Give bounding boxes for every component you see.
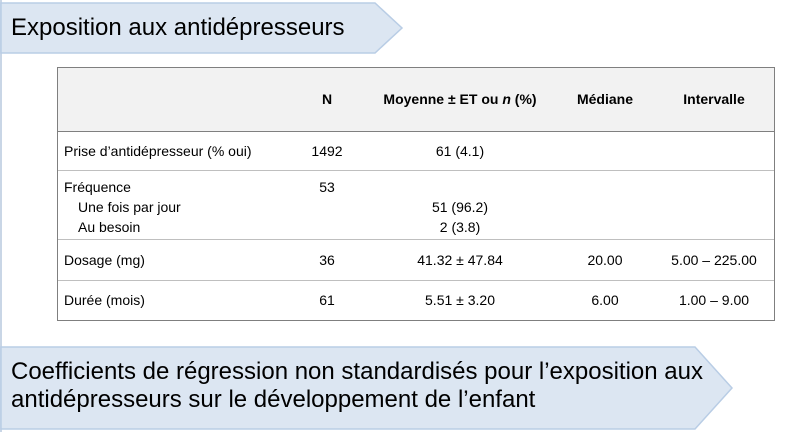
banner-title: Exposition aux antidépresseurs <box>11 14 345 41</box>
sub-mean-as-needed: 2 (3.8) <box>439 218 481 235</box>
sub-mean-daily: 51 (96.2) <box>431 198 489 215</box>
antidepressant-table: N Moyenne ± ET ou n (%) Médiane Interval… <box>57 67 775 321</box>
table-row: Durée (mois) 61 5.51 ± 3.20 6.00 1.00 – … <box>58 280 774 319</box>
banner-line-2: antidépresseurs sur le développement de … <box>11 386 536 413</box>
row-label: Prise d’antidépresseur (% oui) <box>64 142 252 159</box>
cell-n: 36 <box>319 251 335 268</box>
table-row: Dosage (mg) 36 41.32 ± 47.84 20.00 5.00 … <box>58 239 774 280</box>
header-median: Médiane <box>556 68 654 132</box>
sub-label-as-needed: Au besoin <box>78 218 141 235</box>
sub-label-daily: Une fois par jour <box>78 198 181 215</box>
cell-mean: 41.32 ± 47.84 <box>417 251 503 268</box>
section-banner-regression: Coefficients de régression non standardi… <box>0 346 734 430</box>
cell-n: 1492 <box>311 142 343 159</box>
cell-median <box>556 170 654 239</box>
cell-range <box>654 131 774 170</box>
header-mean-sd: Moyenne ± ET ou n (%) <box>364 68 556 132</box>
cell-range: 5.00 – 225.00 <box>671 251 757 268</box>
row-label: Dosage (mg) <box>64 251 145 268</box>
cell-n: 61 <box>319 291 335 308</box>
cell-median <box>556 131 654 170</box>
banner-arrow-shape <box>0 2 404 54</box>
cell-n: 53 <box>290 170 364 239</box>
header-n: N <box>290 68 364 132</box>
cell-range: 1.00 – 9.00 <box>678 291 750 308</box>
cell-median: 6.00 <box>591 291 619 308</box>
left-edge-rule <box>0 0 2 432</box>
row-label: Durée (mois) <box>64 291 145 308</box>
banner-arrow-shape <box>0 346 734 430</box>
table-header-row: N Moyenne ± ET ou n (%) Médiane Interval… <box>58 68 774 132</box>
frequency-mean-blank <box>364 177 556 197</box>
banner-line-1: Coefficients de régression non standardi… <box>11 358 703 385</box>
cell-mean: 61 (4.1) <box>435 142 485 159</box>
cell-median: 20.00 <box>587 251 623 268</box>
cell-mean: 5.51 ± 3.20 <box>425 291 495 308</box>
table-row: Fréquence Une fois par jour Au besoin 53… <box>58 170 774 239</box>
section-banner-exposure: Exposition aux antidépresseurs <box>0 2 404 54</box>
table-row: Prise d’antidépresseur (% oui) 1492 61 (… <box>58 131 774 170</box>
row-label: Fréquence Une fois par jour Au besoin <box>58 170 290 239</box>
cell-range <box>654 170 774 239</box>
header-range: Intervalle <box>654 68 774 132</box>
frequency-n: 53 <box>319 178 335 195</box>
header-variable <box>58 68 290 132</box>
cell-mean: 51 (96.2) 2 (3.8) <box>364 170 556 239</box>
frequency-label: Fréquence <box>64 178 131 195</box>
banner-title: Coefficients de régression non standardi… <box>11 358 703 414</box>
